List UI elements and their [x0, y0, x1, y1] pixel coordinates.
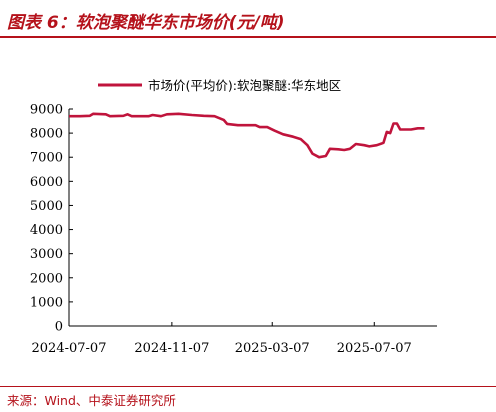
legend: 市场价(平均价):软泡聚醚:华东地区 — [98, 78, 341, 93]
y-tick-label: 8000 — [30, 127, 63, 142]
chart-title: 图表 6：软泡聚醚华东市场价(元/吨) — [7, 13, 285, 33]
x-tick-label: 2025-07-07 — [337, 341, 412, 356]
x-tick-label: 2024-07-07 — [32, 341, 107, 356]
y-tick-label: 4000 — [30, 223, 63, 238]
y-tick-label: 7000 — [30, 151, 63, 166]
y-tick-label: 5000 — [30, 199, 63, 214]
y-tick-label: 2000 — [30, 271, 63, 286]
y-tick-label: 9000 — [30, 103, 63, 118]
legend-label: 市场价(平均价):软泡聚醚:华东地区 — [148, 78, 341, 93]
y-tick-label: 1000 — [30, 295, 63, 310]
x-tick-label: 2024-11-07 — [134, 341, 209, 356]
x-axis: 2024-07-07 2024-11-07 2025-03-07 2025-07-07 — [32, 322, 437, 356]
title-divider — [0, 36, 496, 38]
y-tick-label: 0 — [55, 320, 63, 335]
y-tick-label: 3000 — [30, 247, 63, 262]
x-tick-label: 2025-03-07 — [235, 341, 310, 356]
y-axis: 0 1000 2000 3000 4000 5000 6000 7000 8000 9000 — [30, 103, 73, 335]
y-tick-label: 6000 — [30, 175, 63, 190]
line-chart: 市场价(平均价):软泡聚醚:华东地区 0 1000 2000 3000 4000 5000… — [30, 78, 437, 356]
source-divider — [0, 386, 496, 387]
series-line — [69, 112, 425, 159]
source-note: 来源：Wind、中泰证券研究所 — [7, 393, 176, 408]
